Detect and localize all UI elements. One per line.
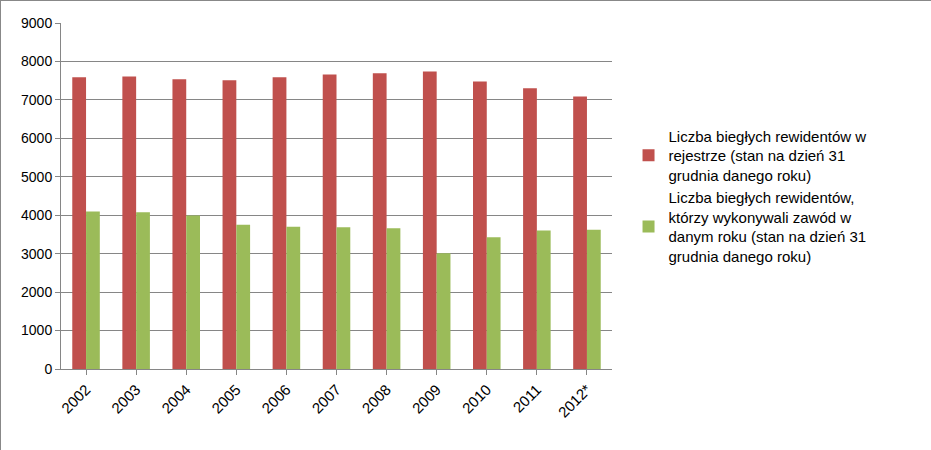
svg-text:3000: 3000 bbox=[21, 246, 52, 262]
svg-text:9000: 9000 bbox=[21, 15, 52, 31]
svg-text:2000: 2000 bbox=[21, 284, 52, 300]
svg-text:2007: 2007 bbox=[308, 381, 344, 417]
svg-text:2002: 2002 bbox=[58, 381, 94, 417]
svg-text:6000: 6000 bbox=[21, 130, 52, 146]
svg-text:2005: 2005 bbox=[208, 381, 244, 417]
svg-text:2003: 2003 bbox=[108, 381, 144, 417]
svg-text:2008: 2008 bbox=[358, 381, 394, 417]
svg-text:2004: 2004 bbox=[158, 381, 194, 417]
svg-text:0: 0 bbox=[44, 361, 52, 377]
svg-text:2009: 2009 bbox=[408, 381, 444, 417]
svg-text:Liczba biegłych rewidentów wre: Liczba biegłych rewidentów wrejestrze (s… bbox=[669, 128, 867, 184]
svg-text:1000: 1000 bbox=[21, 322, 52, 338]
svg-text:4000: 4000 bbox=[21, 207, 52, 223]
svg-text:8000: 8000 bbox=[21, 53, 52, 69]
svg-text:Liczba biegłych rewidentów,któ: Liczba biegłych rewidentów,którzy wykony… bbox=[669, 189, 867, 265]
svg-text:2006: 2006 bbox=[258, 381, 294, 417]
svg-text:2010: 2010 bbox=[459, 381, 495, 417]
svg-text:2011: 2011 bbox=[509, 381, 544, 416]
svg-text:5000: 5000 bbox=[21, 169, 52, 185]
svg-text:2012*: 2012* bbox=[555, 381, 595, 421]
svg-text:7000: 7000 bbox=[21, 92, 52, 108]
